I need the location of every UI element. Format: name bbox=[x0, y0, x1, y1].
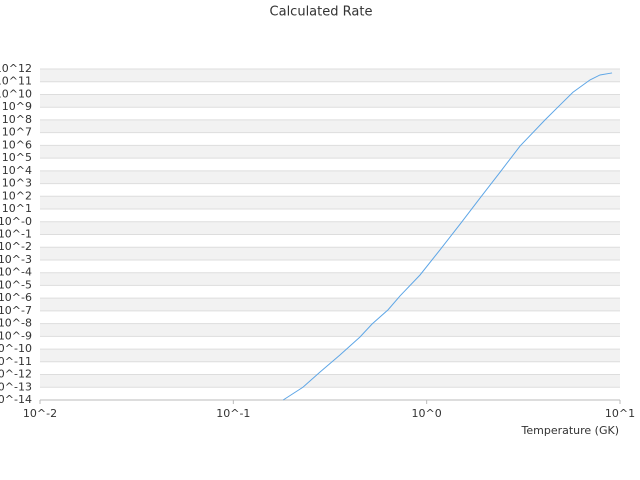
grid-band bbox=[40, 374, 620, 388]
y-tick-label: 10^5 bbox=[2, 151, 32, 164]
y-tick-label: 10^8 bbox=[2, 113, 32, 126]
y-tick-label: 10^-1 bbox=[0, 228, 32, 241]
y-tick-label: 10^9 bbox=[2, 100, 32, 113]
grid-band bbox=[40, 69, 620, 82]
grid-band bbox=[40, 170, 620, 184]
grid-band bbox=[40, 119, 620, 133]
chart-title: Calculated Rate bbox=[270, 5, 373, 20]
grid-band bbox=[40, 221, 620, 235]
y-tick-label: 10^4 bbox=[2, 164, 32, 177]
grid-band bbox=[40, 196, 620, 210]
grid-band bbox=[40, 247, 620, 260]
y-tick-label: 10^-7 bbox=[0, 304, 32, 317]
y-tick-label: 10^-10 bbox=[0, 342, 32, 355]
data-line bbox=[282, 72, 613, 401]
y-tick-label: 10^-2 bbox=[0, 240, 32, 253]
y-tick-label: 10^2 bbox=[2, 189, 32, 202]
y-tick-label: 10^-13 bbox=[0, 380, 32, 393]
x-tick-label: 10^-2 bbox=[23, 407, 57, 420]
y-tick-label: 10^-6 bbox=[0, 291, 32, 304]
grid-band bbox=[40, 145, 620, 159]
y-tick-label: 10^1 bbox=[2, 202, 32, 215]
y-tick-label: 10^11 bbox=[0, 75, 32, 88]
y-tick-label: 10^-8 bbox=[0, 317, 32, 330]
y-tick-label: 10^-4 bbox=[0, 266, 32, 279]
y-tick-label: 10^-3 bbox=[0, 253, 32, 266]
y-tick-label: 10^-12 bbox=[0, 368, 32, 381]
y-tick-label: 10^12 bbox=[0, 62, 32, 75]
y-tick-label: 10^-9 bbox=[0, 329, 32, 342]
x-tick-label: 10^-1 bbox=[216, 407, 250, 420]
grid-band bbox=[40, 272, 620, 286]
x-tick-label: 10^1 bbox=[605, 407, 635, 420]
grid-band bbox=[40, 298, 620, 311]
y-tick-label: 10^-14 bbox=[0, 393, 32, 406]
y-tick-label: 10^-11 bbox=[0, 355, 32, 368]
grid-band bbox=[40, 323, 620, 337]
grid-band bbox=[40, 349, 620, 362]
x-tick-label: 10^0 bbox=[412, 407, 442, 420]
grid-band bbox=[40, 94, 620, 108]
y-tick-label: 10^-5 bbox=[0, 278, 32, 291]
y-tick-label: 10^7 bbox=[2, 126, 32, 139]
y-tick-label: 10^3 bbox=[2, 177, 32, 190]
y-tick-label: 10^-0 bbox=[0, 215, 32, 228]
y-tick-label: 10^10 bbox=[0, 87, 32, 100]
x-axis-label: Temperature (GK) bbox=[521, 424, 620, 437]
y-tick-label: 10^6 bbox=[2, 138, 32, 151]
